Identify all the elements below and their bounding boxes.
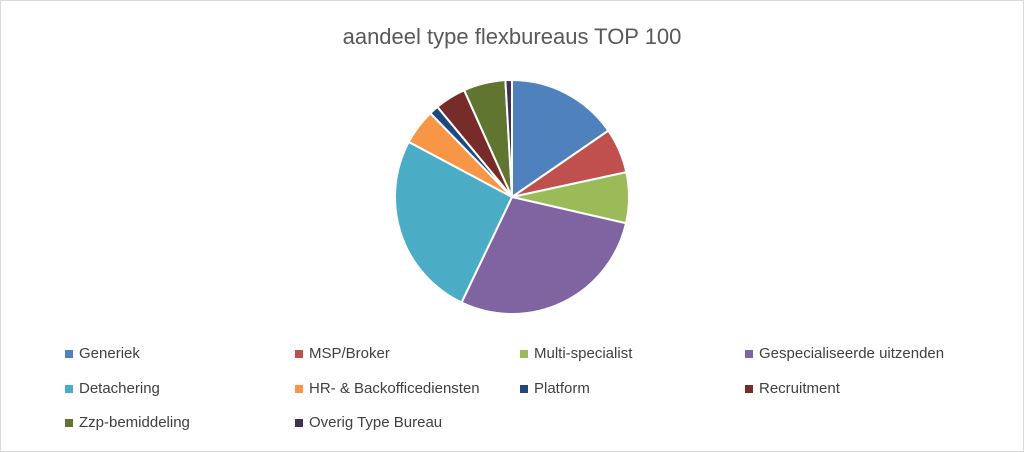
legend-swatch xyxy=(295,350,303,358)
legend-label: Detachering xyxy=(79,380,160,397)
legend-swatch xyxy=(295,385,303,393)
legend-label: Platform xyxy=(534,380,590,397)
chart-title: aandeel type flexbureaus TOP 100 xyxy=(343,24,682,49)
legend-label: MSP/Broker xyxy=(309,345,390,362)
legend-label: Overig Type Bureau xyxy=(309,414,442,431)
pie-slice xyxy=(460,195,628,315)
legend-swatch xyxy=(65,350,73,358)
legend-swatch xyxy=(745,350,753,358)
legend-swatch xyxy=(65,385,73,393)
legend-swatch xyxy=(295,419,303,427)
legend-swatch xyxy=(520,385,528,393)
legend-label: Gespecialiseerde uitzenden xyxy=(759,345,944,362)
legend-label: Generiek xyxy=(79,345,140,362)
legend-label: Zzp-bemiddeling xyxy=(79,414,190,431)
pie-slice xyxy=(504,78,513,198)
legend-swatch xyxy=(745,385,753,393)
legend-swatch xyxy=(520,350,528,358)
legend-swatch xyxy=(65,419,73,427)
legend-label: HR- & Backofficediensten xyxy=(309,380,480,397)
legend-label: Multi-specialist xyxy=(534,345,633,362)
pie-slice xyxy=(511,78,610,199)
legend-label: Recruitment xyxy=(759,380,841,397)
